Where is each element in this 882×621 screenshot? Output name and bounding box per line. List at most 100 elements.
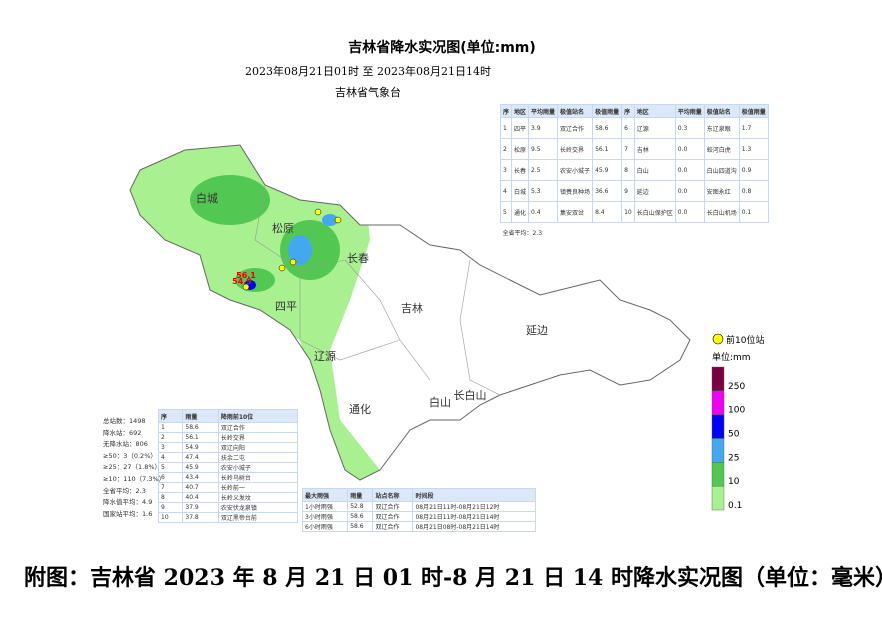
stats-block: 总站数：1498 降水站：692 无降水站：806 ≥50：3（0.2%） ≥25：27… bbox=[103, 416, 165, 520]
table-cell: 58.6 bbox=[592, 117, 623, 139]
table-cell: 白山四道沟 bbox=[703, 159, 740, 181]
table-row: 3 长春 2.5 农安小城子 45.9 8 白山 0.0 白山四道沟 0.9 bbox=[499, 159, 769, 181]
column-header: 序 bbox=[499, 104, 513, 118]
table-cell: 辽源 bbox=[633, 117, 676, 139]
station-value: 54.9 bbox=[232, 277, 252, 286]
table-cell: 四平 bbox=[511, 117, 530, 139]
table-cell: 1.7 bbox=[738, 117, 769, 139]
table-cell: 农安小城子 bbox=[217, 462, 299, 473]
legend-label: 100 bbox=[728, 406, 745, 416]
legend-label: 250 bbox=[728, 382, 745, 392]
table-cell: 52.8 bbox=[347, 501, 374, 512]
table-row: 2 松原 9.5 长岭交界 56.1 7 吉林 0.0 蛟河白虎 1.3 bbox=[499, 138, 769, 160]
column-header: 极值雨量 bbox=[592, 104, 623, 118]
table-cell: 43.4 bbox=[182, 472, 219, 483]
legend-swatch bbox=[711, 366, 725, 392]
table-cell: 东辽泉眼 bbox=[703, 117, 740, 139]
table-cell: 7 bbox=[621, 138, 635, 160]
table-cell: 双辽向阳 bbox=[217, 442, 299, 453]
table-cell: 1小时雨强 bbox=[301, 501, 349, 512]
column-header: 平均雨量 bbox=[528, 104, 559, 118]
table-row: 1 四平 3.9 双辽合作 58.6 6 辽源 0.3 东辽泉眼 1.7 bbox=[499, 117, 769, 139]
table-cell: 2.5 bbox=[528, 159, 559, 181]
table-cell: 白城 bbox=[511, 180, 530, 202]
table-cell: 10 bbox=[157, 512, 184, 523]
table-cell: 5.3 bbox=[528, 180, 559, 202]
legend-label: 10 bbox=[728, 477, 740, 487]
table-cell: 集安双岔 bbox=[557, 201, 594, 223]
column-header: 降雨前10位 bbox=[217, 409, 299, 423]
station-value: 56.1 bbox=[236, 271, 256, 280]
column-header: 序 bbox=[157, 409, 184, 423]
subtitle: 2023年08月21日01时 至 2023年08月21日14时 bbox=[245, 64, 491, 78]
table-cell: 56.1 bbox=[182, 432, 219, 443]
column-header: 时间段 bbox=[412, 488, 536, 502]
table-cell: 8 bbox=[621, 159, 635, 181]
table-row: 10 37.8 双辽黑帝台前 bbox=[157, 512, 299, 523]
table-cell: 安图永红 bbox=[703, 180, 740, 202]
column-header: 雨量 bbox=[347, 488, 374, 502]
table-cell: 08月21日08时-08月21日14时 bbox=[412, 521, 536, 532]
table-cell: 58.6 bbox=[347, 521, 374, 532]
table-row: 1小时雨强 52.8 双辽合作 08月21日11时-08月21日12时 bbox=[301, 501, 536, 512]
city-borders bbox=[254, 184, 501, 396]
table-cell: 扶余二屯 bbox=[217, 452, 299, 463]
table-cell: 双辽合作 bbox=[217, 422, 299, 433]
title: 吉林省降水实况图(单位:mm) bbox=[348, 39, 536, 56]
column-header: 极值站名 bbox=[703, 104, 740, 118]
table-cell: 长春 bbox=[511, 159, 530, 181]
table-cell: 0.0 bbox=[674, 159, 705, 181]
table-cell: 0.0 bbox=[674, 201, 705, 223]
table-cell: 0.3 bbox=[674, 117, 705, 139]
table-cell: 58.6 bbox=[182, 422, 219, 433]
table-row: 1 58.6 双辽合作 bbox=[157, 422, 299, 433]
table-cell: 8.4 bbox=[592, 201, 623, 223]
legend-swatch bbox=[711, 462, 725, 487]
table-cell: 08月21日11时-08月21日12时 bbox=[412, 501, 536, 512]
table-row: 9 37.9 农安伏龙泉镇 bbox=[157, 502, 299, 513]
city-label: 延边 bbox=[526, 324, 548, 337]
table-cell: 0.8 bbox=[738, 180, 769, 202]
table-cell: 双辽合作 bbox=[372, 511, 414, 522]
table-cell: 双辽黑帝台前 bbox=[217, 512, 299, 523]
legend-marker-label: 前10位站 bbox=[726, 334, 764, 346]
table-cell: 1.3 bbox=[738, 138, 769, 160]
city-label: 通化 bbox=[349, 402, 371, 416]
table-cell: 0.1 bbox=[738, 201, 769, 223]
table-cell: 08月21日11时-08月21日14时 bbox=[412, 511, 536, 522]
table-row: 4 47.4 扶余二屯 bbox=[157, 452, 299, 463]
table-cell: 长岭交界 bbox=[557, 138, 594, 160]
table-cell: 54.9 bbox=[182, 442, 219, 453]
stat-line: 国家站平均：1.6 bbox=[103, 509, 153, 518]
table-cell: 吉林 bbox=[633, 138, 676, 160]
data-table: 序雨量 降雨前10位 1 58.6 双辽合作 2 56.1 长岭交界 3 54.9 双辽向阳 4 47.… bbox=[157, 409, 299, 523]
stat-line: 无降水站：806 bbox=[103, 440, 148, 449]
table-cell: 长白山保护区 bbox=[633, 201, 676, 223]
footer-row: 全省平均：2.3 bbox=[501, 223, 769, 242]
table-cell: 0.0 bbox=[674, 138, 705, 160]
column-header: 站点名称 bbox=[372, 488, 414, 502]
column-header: 最大雨强 bbox=[301, 488, 349, 502]
legend-swatch bbox=[711, 438, 725, 463]
stat-line: 降水站：692 bbox=[103, 428, 142, 437]
table-row: 4 白城 5.3 镇赉良种场 36.6 9 延边 0.0 安图永红 0.8 bbox=[499, 180, 769, 202]
city-label: 白山 bbox=[429, 395, 451, 409]
table-cell: 延边 bbox=[633, 180, 676, 202]
data-table: 序地区 平均雨量 极值站名 极值雨量序地区 平均雨量 极值站名 极值雨量 1 四平 3.9 双辽合作… bbox=[499, 104, 769, 242]
table-cell: 45.9 bbox=[592, 159, 623, 181]
table-cell: 长白山机场 bbox=[703, 201, 740, 223]
source: 吉林省气象台 bbox=[335, 85, 401, 99]
table-row: 3小时雨强 58.6 双辽合作 08月21日11时-08月21日14时 bbox=[301, 511, 536, 522]
stat-line: ≥25：27（1.8%） bbox=[103, 463, 162, 472]
table-footer: 全省平均：2.3 bbox=[502, 229, 543, 237]
stat-line: 全省平均：2.3 bbox=[103, 486, 146, 495]
stat-line: ≥10：110（7.3%） bbox=[103, 474, 166, 483]
table-row: 2 56.1 长岭交界 bbox=[157, 432, 299, 443]
table-cell: 蛟河白虎 bbox=[703, 138, 740, 160]
table-cell: 农安小城子 bbox=[557, 159, 594, 181]
legend-swatch bbox=[711, 414, 725, 439]
table-cell: 2 bbox=[499, 138, 513, 160]
table-cell: 6 bbox=[621, 117, 635, 139]
table-cell: 长岭义发坟 bbox=[217, 492, 299, 503]
table-cell: 37.9 bbox=[182, 502, 219, 513]
